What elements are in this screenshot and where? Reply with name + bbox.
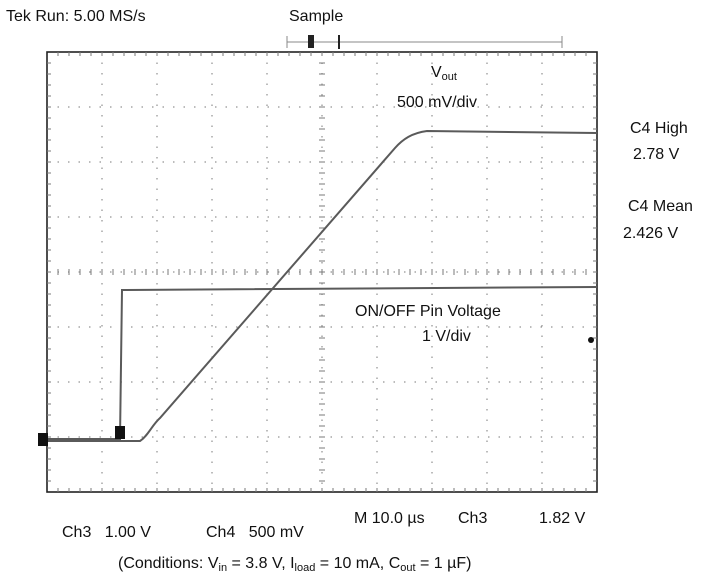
onoff-label: ON/OFF Pin Voltage (355, 303, 501, 320)
trigger-level-readout: 1.82 V (539, 510, 586, 527)
c4-mean-value: 2.426 V (623, 225, 679, 242)
vout-scale: 500 mV/div (397, 94, 478, 111)
c4-mean-label: C4 Mean (628, 198, 693, 215)
record-ruler (286, 35, 563, 49)
vout-trace (47, 129, 598, 442)
graticule-grid (47, 52, 597, 492)
trigger-level-marker (588, 337, 594, 343)
onoff-pin-trace (47, 286, 598, 440)
onoff-scale: 1 V/div (422, 328, 471, 345)
c4-high-label: C4 High (630, 120, 688, 137)
ch3-scale-readout: Ch3 1.00 V (62, 524, 151, 541)
vout-label: Vout (431, 64, 457, 83)
trigger-point-marker (115, 426, 125, 439)
c4-high-value: 2.78 V (633, 146, 680, 163)
acquisition-mode: Sample (289, 8, 344, 25)
trigger-channel-readout: Ch3 (458, 510, 488, 527)
acquisition-status: Tek Run: 5.00 MS/s (6, 8, 146, 25)
ch3-ground-marker (38, 433, 48, 446)
ch4-scale-readout: Ch4 500 mV (206, 524, 304, 541)
conditions-caption: (Conditions: Vin = 3.8 V, Iload = 10 mA,… (118, 555, 472, 574)
timebase-readout: M 10.0 µs (354, 510, 425, 527)
